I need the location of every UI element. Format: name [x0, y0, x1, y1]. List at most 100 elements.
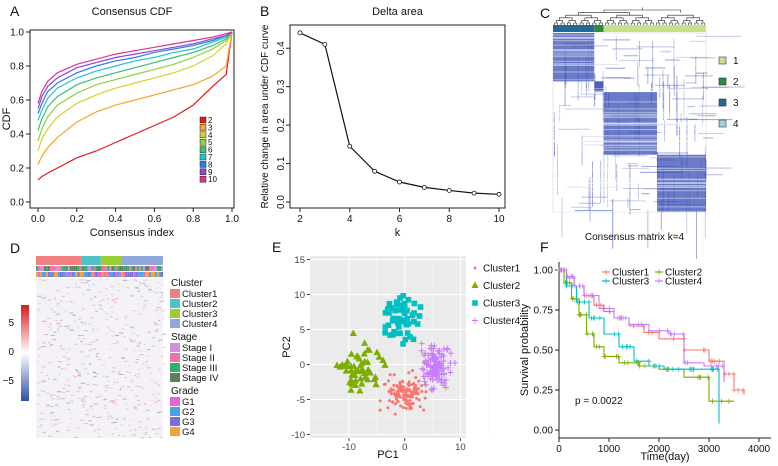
- annotation-grade-stripe: [121, 272, 124, 277]
- point-cluster1: [410, 402, 414, 406]
- legend-label: G3: [182, 417, 195, 428]
- heatmap-cell: [95, 353, 100, 355]
- heatmap-cell: [84, 279, 87, 281]
- censor-mark: [586, 299, 592, 305]
- heatmap-cell: [69, 418, 72, 420]
- heatmap-cell: [59, 319, 63, 321]
- consensus-noise: [684, 75, 713, 77]
- heatmap-cell: [77, 327, 79, 329]
- point-cluster1: [407, 371, 411, 375]
- consensus-noise: [673, 64, 675, 97]
- y-axis-label: PC2: [281, 336, 293, 357]
- y-tick-label: 0: [300, 360, 305, 371]
- heatmap-cell: [145, 284, 148, 286]
- point-cluster3: [416, 313, 423, 319]
- annotation-grade-stripe: [45, 272, 48, 277]
- censor-mark: [695, 374, 701, 380]
- heatmap-cell: [145, 285, 149, 287]
- consensus-gap: [553, 63, 706, 65]
- consensus-gap: [553, 140, 706, 142]
- legend-label: Cluster2: [182, 299, 217, 310]
- annotation-stage-stripe: [43, 266, 46, 271]
- censor-mark: [670, 336, 676, 342]
- heatmap-cell: [76, 370, 79, 372]
- point-cluster3: [394, 301, 400, 308]
- legend-swatch: [170, 363, 180, 372]
- heatmap-cell: [88, 385, 90, 387]
- consensus-noise: [618, 60, 655, 62]
- censor-mark: [606, 305, 612, 311]
- annotation-grade-stripe: [67, 272, 70, 277]
- heatmap-cell: [133, 279, 137, 281]
- heatmap-cell: [147, 367, 151, 369]
- heatmap-cell: [133, 406, 137, 408]
- heatmap-cell: [63, 348, 65, 350]
- censor-mark: [646, 358, 652, 364]
- heatmap-cell: [56, 329, 60, 331]
- consensus-noise: [657, 152, 659, 187]
- heatmap-cell: [63, 367, 67, 369]
- y-tick-label: 15: [294, 255, 305, 266]
- cdf-line-k10: [37, 31, 233, 104]
- annotation-cluster-segment: [81, 256, 101, 265]
- heatmap-cell: [42, 342, 46, 344]
- consensus-noise: [608, 153, 629, 155]
- heatmap-cell: [126, 371, 129, 373]
- heatmap-cell: [83, 422, 88, 424]
- point-cluster4: [428, 350, 435, 357]
- heatmap-cell: [145, 409, 150, 411]
- legend-swatch: [170, 299, 180, 308]
- heatmap-cell: [61, 422, 64, 424]
- annotation-stage-stripe: [123, 266, 126, 271]
- heatmap-cell: [49, 423, 52, 425]
- annotation-stage-stripe: [87, 266, 90, 271]
- point-cluster1: [386, 406, 390, 410]
- x-tick-label: 1000: [598, 444, 621, 455]
- heatmap-cell: [91, 341, 96, 343]
- annotation-grade-stripe: [41, 272, 44, 277]
- heatmap-cell: [138, 421, 142, 423]
- heatmap-cell: [110, 294, 114, 296]
- heatmap-cell: [82, 397, 85, 399]
- consensus-noise: [664, 120, 666, 143]
- heatmap-cell: [81, 399, 84, 401]
- heatmap-cell: [40, 346, 43, 348]
- legend-label: 4: [733, 119, 739, 130]
- consensus-noise: [660, 200, 662, 230]
- point-cluster2: [355, 354, 363, 362]
- heatmap-cell: [97, 428, 101, 430]
- heatmap-cell: [65, 286, 70, 288]
- consensus-noise: [660, 51, 672, 53]
- heatmap-cell: [124, 360, 128, 362]
- consensus-noise: [668, 192, 670, 211]
- x-tick-label: 4000: [748, 444, 771, 455]
- heatmap-cell: [54, 419, 59, 421]
- heatmap-cell: [118, 434, 121, 436]
- heatmap-cell: [146, 361, 148, 363]
- heatmap-cell: [94, 384, 99, 386]
- point-cluster4: [436, 375, 443, 382]
- censor-mark: [570, 273, 576, 279]
- heatmap-cell: [156, 399, 161, 401]
- consensus-noise: [564, 56, 566, 106]
- consensus-gap: [553, 71, 706, 73]
- heatmap-cell: [154, 309, 159, 311]
- delta-point: [347, 143, 353, 149]
- heatmap-cell: [95, 416, 100, 418]
- annotation-stage-stripe: [71, 266, 74, 271]
- heatmap-cell: [60, 397, 65, 399]
- consensus-block: [553, 33, 595, 82]
- consensus-noise: [644, 74, 671, 76]
- annotation-stage-stripe: [69, 266, 72, 271]
- delta-line: [299, 32, 500, 195]
- annotation-grade-stripe: [141, 272, 144, 277]
- consensus-noise: [652, 41, 654, 91]
- point-cluster1: [396, 400, 400, 404]
- point-cluster3: [393, 330, 399, 337]
- heatmap-cell: [49, 345, 52, 347]
- consensus-noise: [600, 160, 602, 203]
- heatmap-cell: [66, 429, 70, 431]
- consensus-noise: [703, 137, 714, 139]
- point-cluster1: [399, 383, 403, 387]
- heatmap-cell: [37, 434, 40, 436]
